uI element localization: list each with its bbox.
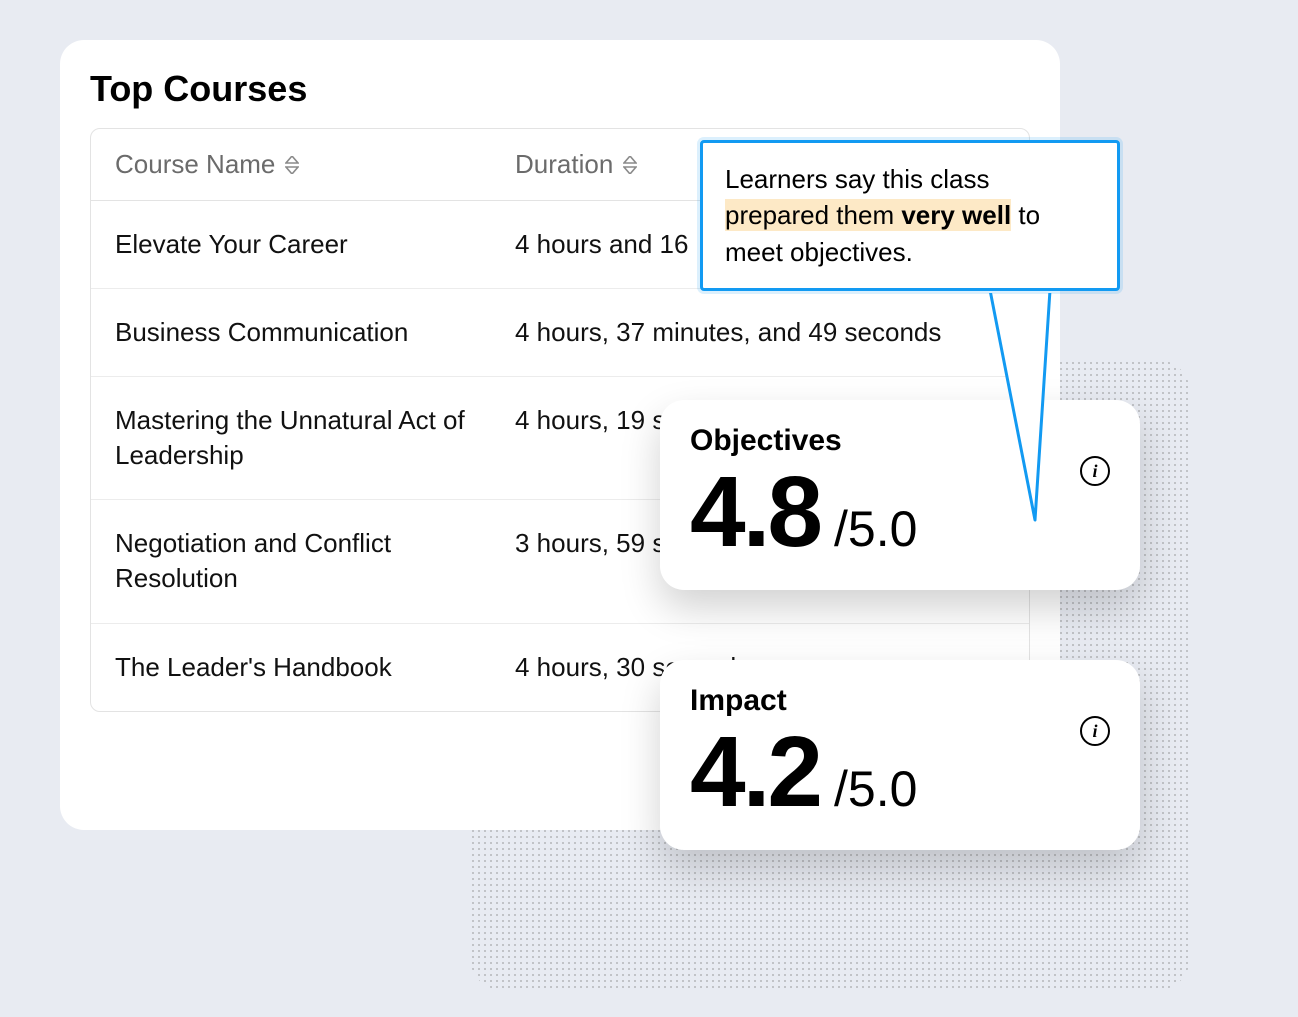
info-icon[interactable]: i bbox=[1080, 716, 1110, 746]
metric-label: Objectives bbox=[690, 424, 1110, 458]
card-title: Top Courses bbox=[90, 68, 1030, 110]
column-label: Duration bbox=[515, 149, 613, 180]
cell-duration: 4 hours, 37 minutes, and 49 seconds bbox=[491, 289, 1029, 376]
sort-icon bbox=[623, 156, 637, 174]
tooltip-callout: Learners say this class prepared them ve… bbox=[700, 140, 1120, 291]
metric-score: 4.2 bbox=[690, 722, 820, 822]
metric-max: /5.0 bbox=[834, 500, 917, 558]
metric-max: /5.0 bbox=[834, 760, 917, 818]
cell-course-name: The Leader's Handbook bbox=[91, 624, 491, 711]
tooltip-text-pre: Learners say this class bbox=[725, 164, 989, 194]
info-icon[interactable]: i bbox=[1080, 456, 1110, 486]
tooltip-highlight-text: prepared them bbox=[725, 200, 901, 230]
tooltip-highlight-bold: very well bbox=[901, 200, 1011, 230]
cell-course-name: Business Communication bbox=[91, 289, 491, 376]
metric-score: 4.8 bbox=[690, 462, 820, 562]
metric-value: 4.8 /5.0 i bbox=[690, 462, 1110, 562]
metric-card-objectives: Objectives 4.8 /5.0 i bbox=[660, 400, 1140, 590]
metric-label: Impact bbox=[690, 684, 1110, 718]
metric-card-impact: Impact 4.2 /5.0 i bbox=[660, 660, 1140, 850]
sort-icon bbox=[285, 156, 299, 174]
cell-course-name: Elevate Your Career bbox=[91, 201, 491, 288]
cell-course-name: Negotiation and Conflict Resolution bbox=[91, 500, 491, 622]
column-label: Course Name bbox=[115, 149, 275, 180]
column-header-name[interactable]: Course Name bbox=[91, 129, 491, 200]
table-row[interactable]: Business Communication 4 hours, 37 minut… bbox=[91, 289, 1029, 377]
metric-value: 4.2 /5.0 i bbox=[690, 722, 1110, 822]
cell-course-name: Mastering the Unnatural Act of Leadershi… bbox=[91, 377, 491, 499]
